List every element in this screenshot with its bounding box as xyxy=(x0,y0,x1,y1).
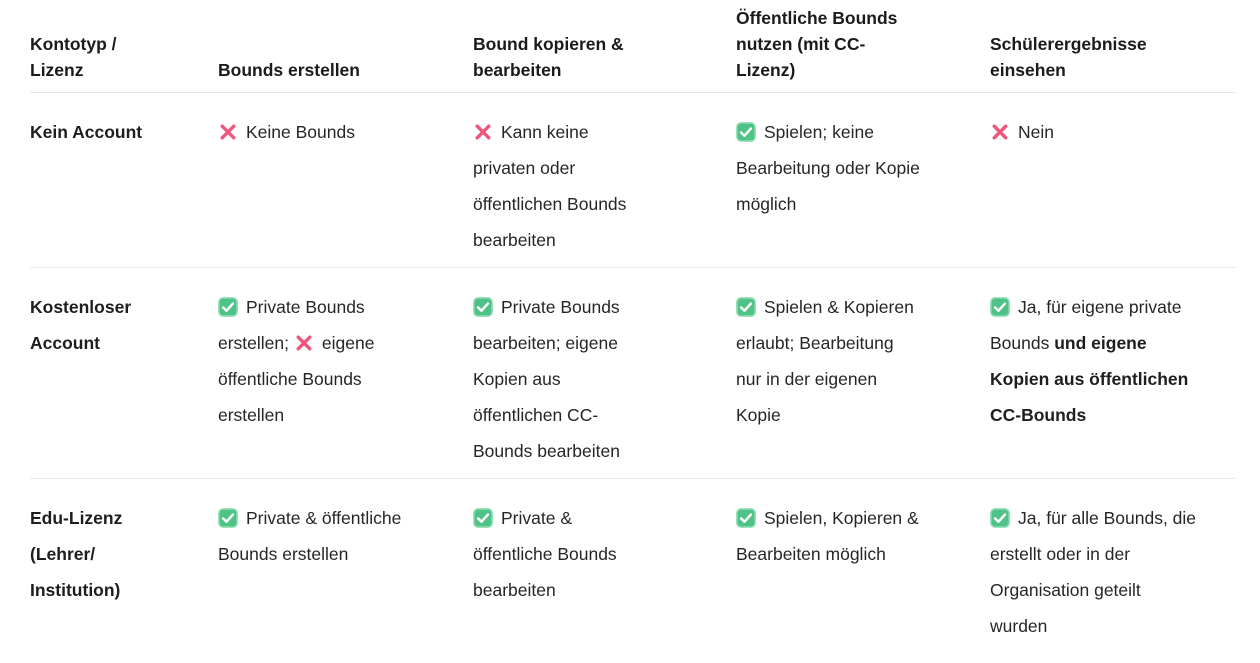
cell-text: Keine Bounds xyxy=(246,122,355,142)
table-row: Kostenloser Account Private Bounds erstel… xyxy=(30,268,1236,479)
table-cell: Ja, für eigene private Bounds und eigene… xyxy=(990,268,1236,478)
table-cell: Private & öffentliche Bounds erstellen xyxy=(218,479,473,653)
table-cell: Spielen, Kopieren & Bearbeiten möglich xyxy=(736,479,990,653)
cell-text: eigene öffentliche Bounds erstellen xyxy=(218,333,375,425)
table-cell: Ja, für alle Bounds, die erstellt oder i… xyxy=(990,479,1236,653)
table-cell: Spielen; keine Bearbeitung oder Kopie mö… xyxy=(736,93,990,267)
column-header: Schülerergebnisse einsehen xyxy=(990,34,1147,80)
row-label: Kein Account xyxy=(30,122,143,142)
column-header: Bound kopieren & bearbeiten xyxy=(473,34,624,80)
row-label: Kostenloser Account xyxy=(30,297,132,353)
column-header: Kontotyp / Lizenz xyxy=(30,34,117,80)
cross-icon xyxy=(294,333,314,353)
table-cell: Private & öffentliche Bounds bearbeiten xyxy=(473,479,736,653)
table-header-row: Kontotyp / Lizenz Bounds erstellen Bound k… xyxy=(30,5,1236,93)
check-icon xyxy=(218,508,238,528)
column-header: Öffentliche Bounds nutzen (mit CC-Lizenz… xyxy=(736,8,898,80)
check-icon xyxy=(736,508,756,528)
column-header: Bounds erstellen xyxy=(218,60,360,80)
check-icon xyxy=(218,297,238,317)
cell-text: Ja, für alle Bounds, die erstellt oder i… xyxy=(990,508,1197,636)
check-icon xyxy=(736,297,756,317)
cross-icon xyxy=(218,122,238,142)
table-row: Kein Account Keine Bounds Kann keine priv… xyxy=(30,93,1236,268)
cell-text: und eigene Kopien aus öffentlichen CC-Bo… xyxy=(990,333,1189,425)
check-icon xyxy=(736,122,756,142)
cell-text: Kann keine privaten oder öffentlichen Bo… xyxy=(473,122,627,250)
check-icon xyxy=(473,297,493,317)
table-cell: Private Bounds bearbeiten; eigene Kopien… xyxy=(473,268,736,478)
table-cell: Nein xyxy=(990,93,1236,267)
table-cell: Keine Bounds xyxy=(218,93,473,267)
table-cell: Kann keine privaten oder öffentlichen Bo… xyxy=(473,93,736,267)
cell-text: Private Bounds erstellen; xyxy=(218,297,365,353)
table-cell: Private Bounds erstellen; eigene öffentl… xyxy=(218,268,473,478)
check-icon xyxy=(990,297,1010,317)
check-icon xyxy=(990,508,1010,528)
cell-text: Spielen; keine Bearbeitung oder Kopie mö… xyxy=(736,122,920,214)
cell-text: Ja, für eigene private Bounds xyxy=(990,297,1182,353)
cell-text: Spielen & Kopieren erlaubt; Bearbeitung … xyxy=(736,297,914,425)
cross-icon xyxy=(473,122,493,142)
cross-icon xyxy=(990,122,1010,142)
cell-text: Nein xyxy=(1018,122,1054,142)
table-cell: Spielen & Kopieren erlaubt; Bearbeitung … xyxy=(736,268,990,478)
table-row: Edu-Lizenz (Lehrer/ Institution) Private … xyxy=(30,479,1236,653)
check-icon xyxy=(473,508,493,528)
cell-text: Private & öffentliche Bounds erstellen xyxy=(218,508,402,564)
cell-text: Private Bounds bearbeiten; eigene Kopien… xyxy=(473,297,620,461)
cell-text: Spielen, Kopieren & Bearbeiten möglich xyxy=(736,508,919,564)
cell-text: Private & öffentliche Bounds bearbeiten xyxy=(473,508,617,600)
row-label: Edu-Lizenz (Lehrer/ Institution) xyxy=(30,508,123,600)
